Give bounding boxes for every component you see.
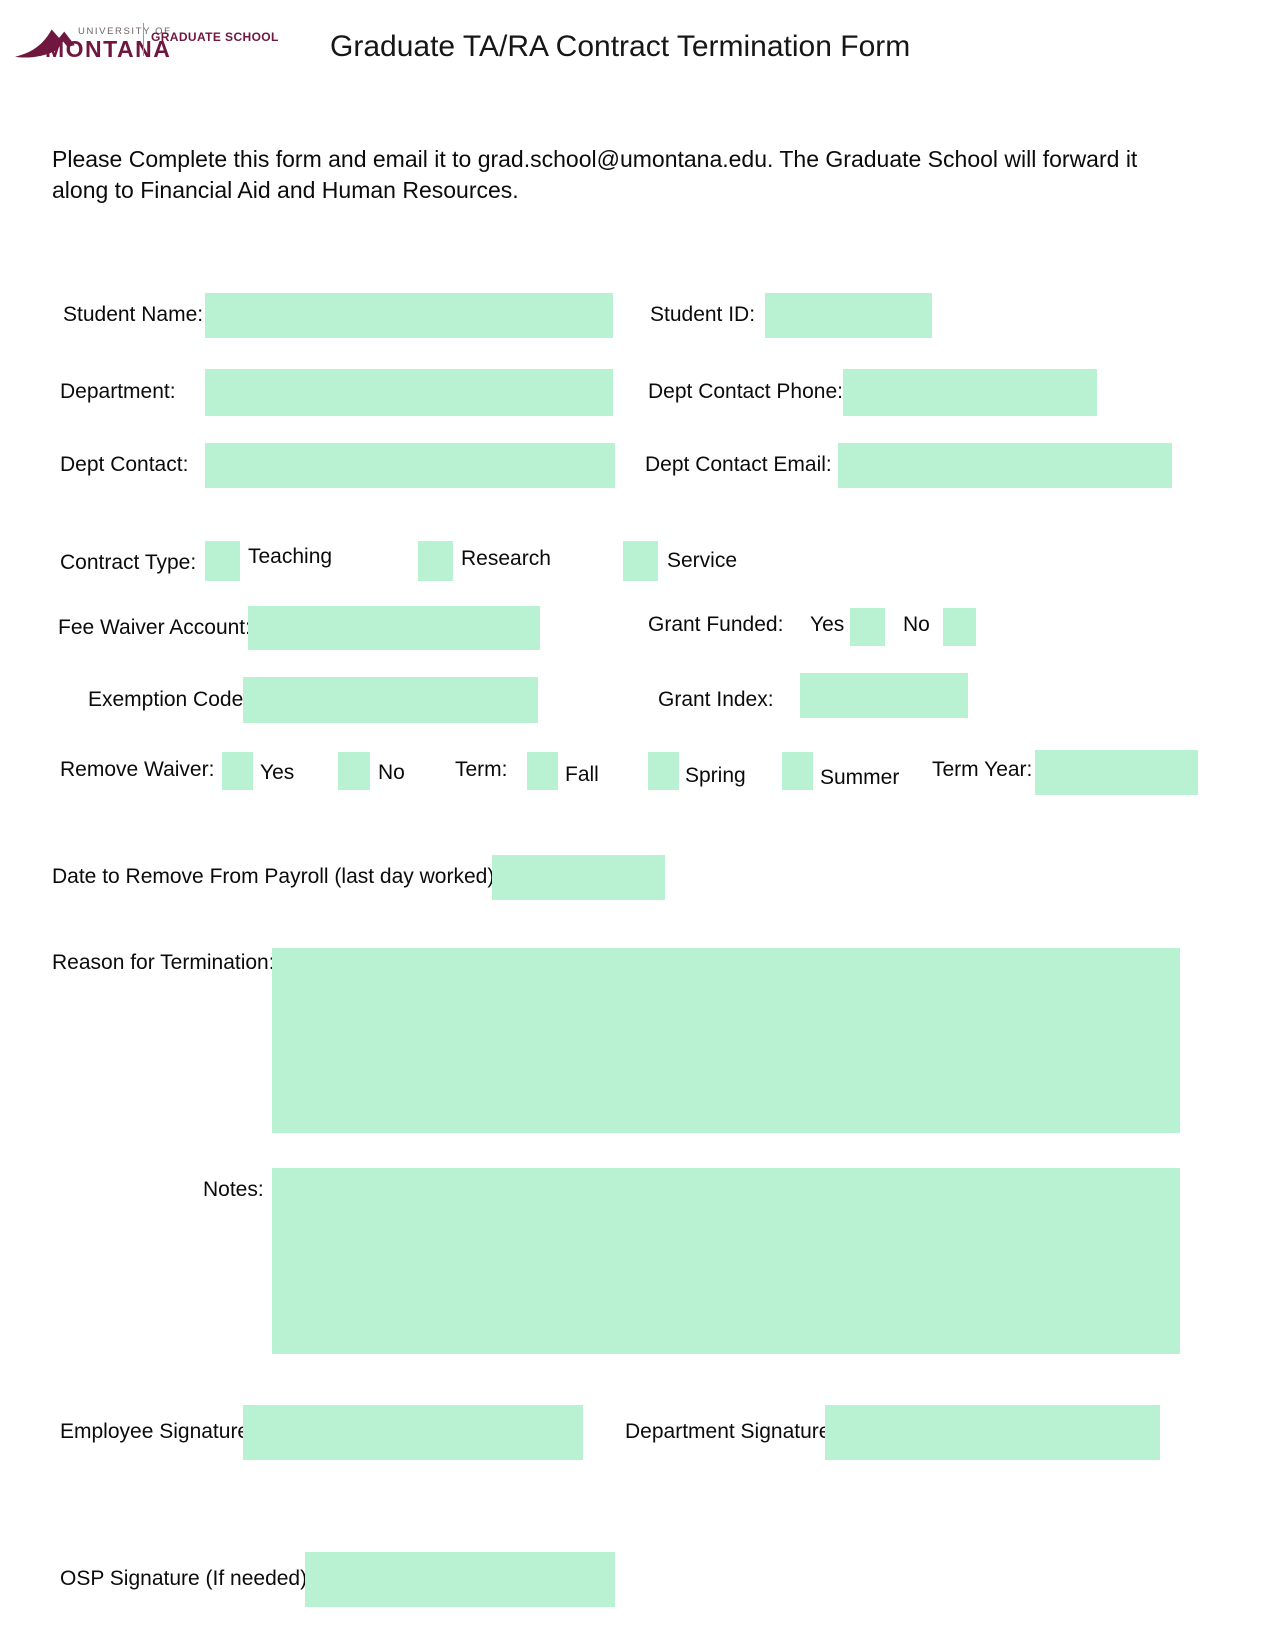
grant-index-label: Grant Index: [658, 688, 774, 711]
term-spring-checkbox[interactable] [648, 752, 679, 790]
fee-waiver-account-input[interactable] [248, 606, 540, 650]
term-year-input[interactable] [1035, 750, 1198, 795]
contract-type-teaching-checkbox[interactable] [205, 541, 240, 581]
logo-graduate-school-text: GRADUATE SCHOOL [151, 30, 279, 44]
date-remove-payroll-input[interactable] [492, 855, 665, 900]
term-label: Term: [455, 758, 508, 781]
page-title: Graduate TA/RA Contract Termination Form [330, 30, 911, 63]
dept-contact-phone-label: Dept Contact Phone: [648, 380, 843, 403]
contract-type-label: Contract Type: [60, 551, 197, 574]
notes-textarea[interactable] [272, 1168, 1180, 1354]
department-input[interactable] [205, 369, 613, 416]
student-id-input[interactable] [765, 293, 932, 338]
reason-for-termination-textarea[interactable] [272, 948, 1180, 1133]
remove-waiver-no-label: No [378, 761, 405, 784]
service-label: Service [667, 549, 738, 572]
term-year-label: Term Year: [932, 758, 1033, 781]
grant-funded-no-checkbox[interactable] [943, 608, 976, 646]
logo-montana-text: MONTANA [45, 36, 172, 62]
student-id-label: Student ID: [650, 303, 756, 326]
remove-waiver-no-checkbox[interactable] [338, 752, 370, 790]
logo-divider [143, 23, 144, 56]
employee-signature-input[interactable] [243, 1405, 583, 1460]
student-name-input[interactable] [205, 293, 613, 338]
date-remove-payroll-label: Date to Remove From Payroll (last day wo… [52, 865, 501, 888]
grant-index-input[interactable] [800, 673, 968, 718]
term-fall-label: Fall [565, 763, 599, 786]
grant-funded-yes-checkbox[interactable] [850, 608, 885, 646]
grant-funded-yes-label: Yes [810, 613, 845, 636]
research-label: Research [461, 547, 551, 570]
intro-instructions: Please Complete this form and email it t… [52, 146, 1138, 203]
notes-label: Notes: [203, 1178, 264, 1201]
grant-funded-no-label: No [903, 613, 930, 636]
montana-mountain-icon [15, 29, 75, 58]
term-fall-checkbox[interactable] [527, 752, 558, 790]
term-spring-label: Spring [685, 764, 746, 787]
grant-funded-label: Grant Funded: [648, 613, 784, 636]
reason-for-termination-label: Reason for Termination: [52, 951, 275, 974]
dept-contact-email-label: Dept Contact Email: [645, 453, 832, 476]
dept-contact-email-input[interactable] [838, 443, 1172, 488]
contract-type-service-checkbox[interactable] [623, 541, 658, 581]
remove-waiver-yes-label: Yes [260, 761, 295, 784]
term-summer-label: Summer [820, 766, 900, 789]
teaching-label: Teaching [248, 545, 333, 568]
term-summer-checkbox[interactable] [782, 752, 813, 790]
student-name-label: Student Name: [63, 303, 204, 326]
remove-waiver-label: Remove Waiver: [60, 758, 215, 781]
contract-type-research-checkbox[interactable] [418, 541, 453, 581]
osp-signature-label: OSP Signature (If needed): [60, 1567, 313, 1590]
logo-university-of-text: UNIVERSITY OF [78, 26, 172, 37]
department-label: Department: [60, 380, 176, 403]
exemption-code-label: Exemption Code: [88, 688, 250, 711]
department-signature-input[interactable] [825, 1405, 1160, 1460]
remove-waiver-yes-checkbox[interactable] [222, 752, 253, 790]
dept-contact-label: Dept Contact: [60, 453, 189, 476]
dept-contact-input[interactable] [205, 443, 615, 488]
dept-contact-phone-input[interactable] [843, 369, 1097, 416]
exemption-code-input[interactable] [243, 677, 538, 723]
osp-signature-input[interactable] [305, 1552, 615, 1607]
department-signature-label: Department Signature: [625, 1420, 837, 1443]
employee-signature-label: Employee Signature: [60, 1420, 255, 1443]
fee-waiver-account-label: Fee Waiver Account: [58, 616, 251, 639]
